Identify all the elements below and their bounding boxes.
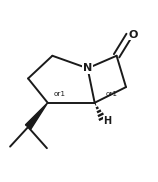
Text: H: H	[103, 116, 111, 126]
Text: or1: or1	[53, 91, 65, 97]
Text: O: O	[128, 30, 138, 40]
Text: N: N	[83, 63, 92, 73]
Text: or1: or1	[106, 91, 118, 97]
Polygon shape	[25, 103, 48, 129]
